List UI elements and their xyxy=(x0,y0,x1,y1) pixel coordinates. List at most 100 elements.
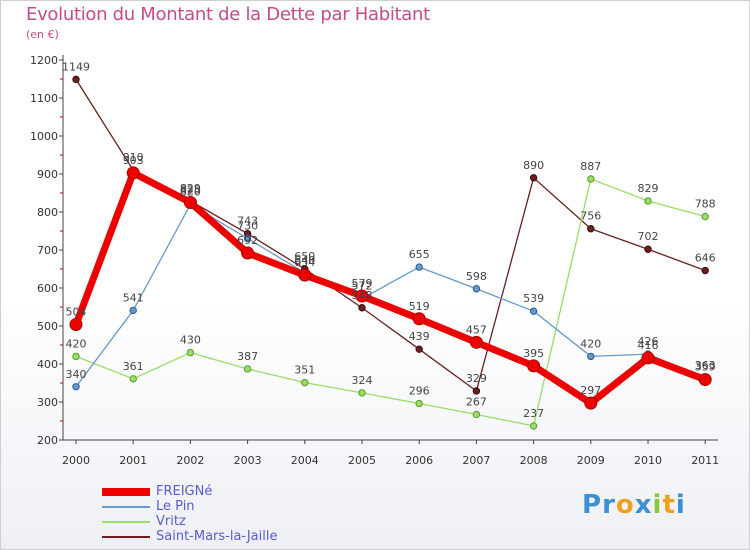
data-label: 598 xyxy=(466,270,487,283)
data-label: 267 xyxy=(466,396,487,409)
y-tick-label: 200 xyxy=(37,434,58,447)
data-label: 825 xyxy=(180,184,201,197)
data-label: 903 xyxy=(123,154,144,167)
data-label: 359 xyxy=(695,361,716,374)
data-point xyxy=(415,263,423,271)
data-point xyxy=(243,234,252,243)
data-label: 363 xyxy=(695,359,716,372)
x-tick-label: 2009 xyxy=(577,454,605,467)
data-point xyxy=(527,359,541,373)
y-tick-label: 400 xyxy=(37,358,58,371)
data-point xyxy=(72,383,80,391)
data-label: 910 xyxy=(123,151,144,164)
legend-label: Saint-Mars-la-Jaille xyxy=(156,529,278,544)
data-label: 634 xyxy=(294,256,315,269)
logo-letter: x xyxy=(634,490,653,520)
data-point xyxy=(587,175,595,183)
data-label: 730 xyxy=(237,220,258,233)
data-point xyxy=(301,378,309,387)
data-label: 829 xyxy=(180,182,201,195)
data-point xyxy=(698,373,712,387)
y-tick-label: 1000 xyxy=(30,130,58,143)
logo-letter: r xyxy=(602,490,616,520)
data-point xyxy=(241,246,255,260)
y-tick-label: 1100 xyxy=(30,92,58,105)
data-label: 756 xyxy=(580,210,601,223)
data-label: 420 xyxy=(66,337,87,350)
data-label: 655 xyxy=(409,248,430,261)
series-line xyxy=(75,203,706,388)
chart-title: Evolution du Montant de la Dette par Hab… xyxy=(26,4,430,25)
data-label: 329 xyxy=(466,372,487,385)
legend-swatch xyxy=(102,520,150,523)
y-tick-label: 700 xyxy=(37,244,58,257)
x-tick-label: 2008 xyxy=(520,454,548,467)
data-point xyxy=(472,410,481,419)
data-point xyxy=(529,307,538,315)
data-point xyxy=(529,422,538,430)
data-label: 430 xyxy=(180,334,201,347)
data-label: 692 xyxy=(237,234,258,247)
data-label: 572 xyxy=(352,280,373,293)
data-label: 361 xyxy=(123,360,144,373)
data-point xyxy=(183,196,197,209)
series-line xyxy=(72,169,709,407)
data-label: 237 xyxy=(523,407,544,420)
data-point xyxy=(415,399,423,408)
proxiti-logo: Proxiti xyxy=(582,490,686,520)
data-label: 1149 xyxy=(62,60,90,73)
legend-swatch xyxy=(102,487,150,496)
logo-letter: P xyxy=(582,490,603,520)
x-tick-label: 2002 xyxy=(176,454,204,467)
data-point xyxy=(584,396,598,410)
data-point xyxy=(186,348,195,357)
data-point xyxy=(472,285,481,293)
series-line xyxy=(75,178,706,427)
x-tick-label: 2011 xyxy=(691,454,719,467)
series-line xyxy=(75,78,706,392)
x-tick-label: 2010 xyxy=(634,454,662,467)
logo-letter: o xyxy=(615,490,635,520)
x-tick-label: 2003 xyxy=(234,454,262,467)
data-point xyxy=(412,312,426,326)
data-label: 519 xyxy=(409,300,430,313)
y-tick-label: 500 xyxy=(37,320,58,333)
data-label: 539 xyxy=(523,292,544,305)
logo-letter: t xyxy=(662,490,676,520)
data-point xyxy=(469,335,483,349)
data-label: 387 xyxy=(237,350,258,363)
data-label: 541 xyxy=(123,291,144,304)
y-tick-label: 800 xyxy=(37,206,58,219)
data-label: 324 xyxy=(352,374,373,387)
y-tick-label: 1200 xyxy=(30,54,58,67)
data-label: 788 xyxy=(695,198,716,211)
legend-item: Vritz xyxy=(102,514,186,529)
chart-unit-label: (en €) xyxy=(26,28,59,41)
data-point xyxy=(243,365,252,373)
data-label: 650 xyxy=(294,250,315,263)
data-point xyxy=(298,268,312,282)
data-label: 548 xyxy=(352,289,373,302)
x-tick-label: 2006 xyxy=(405,454,433,467)
data-point xyxy=(126,166,140,180)
legend-swatch xyxy=(102,505,150,508)
data-label: 646 xyxy=(695,252,716,265)
data-label: 416 xyxy=(638,339,659,352)
data-label: 579 xyxy=(352,277,373,290)
legend-label: Le Pin xyxy=(156,499,195,514)
data-point xyxy=(701,212,709,221)
data-label: 439 xyxy=(409,330,430,343)
y-tick-label: 600 xyxy=(37,282,58,295)
data-label: 297 xyxy=(580,384,601,397)
data-point xyxy=(355,289,369,303)
data-point xyxy=(644,245,652,253)
data-point xyxy=(69,317,83,331)
data-point xyxy=(415,345,423,353)
data-point xyxy=(472,387,481,395)
legend-label: FREIGNé xyxy=(156,484,213,499)
x-tick-label: 2001 xyxy=(119,454,147,467)
data-point xyxy=(587,225,595,233)
x-tick-label: 2007 xyxy=(462,454,490,467)
